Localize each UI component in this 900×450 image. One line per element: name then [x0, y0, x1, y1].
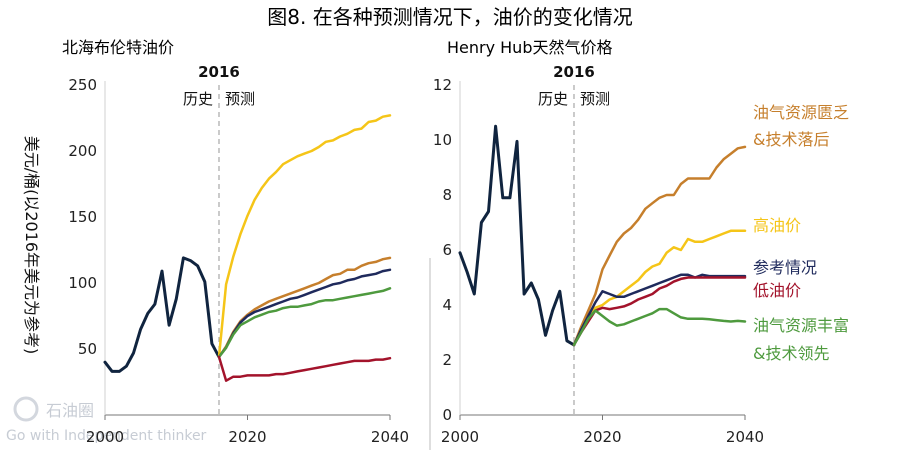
series-label-4: 低油价: [753, 281, 801, 300]
y-tick-label: 4: [442, 296, 452, 314]
watermark-tagline: Go with Independent thinker: [6, 428, 207, 444]
x-tick-label: 2020: [583, 428, 621, 446]
forecast-label: 预测: [225, 90, 255, 108]
series-label-2: 高油价: [753, 216, 801, 235]
y-tick-label: 10: [433, 131, 452, 149]
panel-title: 北海布伦特油价: [62, 38, 174, 57]
series-line-3: [217, 268, 392, 359]
series-line-4: [217, 287, 392, 359]
panel-title: Henry Hub天然气价格: [447, 38, 612, 57]
series-line-1: [572, 145, 747, 347]
y-tick-label: 2: [442, 351, 452, 369]
series-label-3: 参考情况: [753, 258, 817, 277]
x-tick-label: 2040: [726, 428, 764, 446]
series-line-3: [572, 273, 747, 347]
x-tick-label: 2000: [86, 428, 124, 446]
forecast-label: 预测: [580, 90, 610, 108]
y-axis-label: 美元/桶(以2016年美元为参考): [22, 136, 41, 355]
henry-hub-panel: Henry Hub天然气价格 0 2 4 6 8 10 12 2000 2020 2040 2016…: [433, 38, 849, 446]
watermark-brand: 石油圈: [46, 401, 94, 420]
brent-panel: 北海布伦特油价 美元/桶(以2016年美元为参考) 50 100 150 200 250…: [22, 38, 409, 446]
y-tick-label: 6: [442, 241, 452, 259]
series-line-2: [572, 229, 747, 347]
y-tick-label: 150: [68, 208, 97, 226]
x-tick-label: 2020: [228, 428, 266, 446]
y-tick-label: 8: [442, 186, 452, 204]
series-line-4: [572, 276, 747, 347]
series-line-5: [217, 355, 392, 382]
series-line-5: [572, 307, 747, 347]
figure-title: 图8. 在各种预测情况下，油价的变化情况: [267, 5, 632, 29]
series-line-1: [217, 114, 392, 359]
y-tick-label: 200: [68, 142, 97, 160]
y-tick-label: 250: [68, 76, 97, 94]
series-label-1: 油气资源匮乏&技术落后: [753, 103, 849, 149]
history-label: 历史: [183, 90, 213, 108]
watermark: 石油圈 Go with Independent thinker: [6, 396, 207, 444]
marker-year-label: 2016: [553, 63, 595, 81]
history-label: 历史: [538, 90, 568, 108]
watermark-logo-icon: [13, 396, 39, 422]
x-tick-label: 2000: [441, 428, 479, 446]
series-line-0: [103, 256, 221, 373]
series-line-0: [458, 124, 576, 347]
y-tick-label: 12: [433, 76, 452, 94]
marker-year-label: 2016: [198, 63, 240, 81]
y-tick-label: 100: [68, 274, 97, 292]
series-label-5: 油气资源丰富&技术领先: [753, 316, 849, 363]
y-tick-label: 0: [442, 406, 452, 424]
y-tick-label: 50: [78, 340, 97, 358]
series-line-2: [217, 256, 392, 359]
x-tick-label: 2040: [371, 428, 409, 446]
